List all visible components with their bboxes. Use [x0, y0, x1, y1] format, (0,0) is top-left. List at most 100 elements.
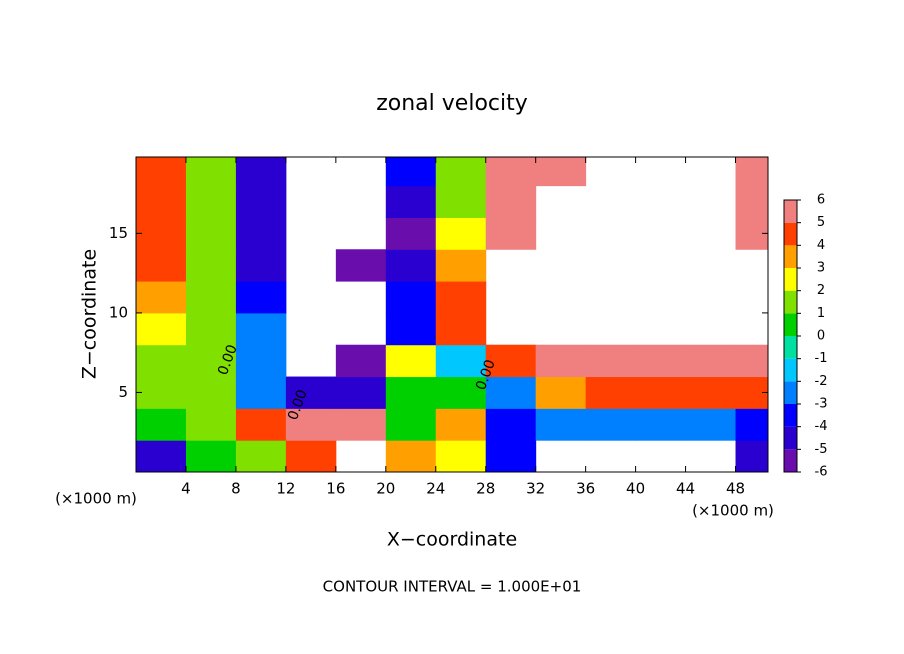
contour-cell — [685, 376, 737, 409]
contour-cell — [185, 217, 237, 250]
x-tick-label: 20 — [376, 480, 395, 498]
contour-cell — [485, 157, 537, 187]
x-tick-label: 40 — [626, 480, 645, 498]
contour-cell — [235, 185, 287, 218]
colorbar-swatch — [784, 245, 797, 268]
x-tick-label: 12 — [276, 480, 295, 498]
contour-cell — [735, 376, 768, 409]
contour-cell — [136, 157, 187, 187]
contour-cell — [235, 157, 287, 187]
contour-cell — [385, 217, 437, 250]
contour-cell — [235, 344, 287, 378]
contour-cell — [285, 376, 337, 409]
contour-cell — [136, 217, 187, 250]
contour-cell — [335, 408, 387, 441]
contour-cell — [435, 312, 487, 346]
contour-cell — [235, 376, 287, 409]
contour-cell — [136, 185, 187, 218]
x-tick-label: 28 — [476, 480, 495, 498]
colorbar-label: -4 — [815, 419, 828, 434]
contour-cell — [185, 157, 237, 187]
contour-cell — [635, 344, 687, 378]
x-tick-label: 4 — [181, 480, 191, 498]
contour-cell — [235, 440, 287, 472]
contour-cell — [385, 376, 437, 409]
contour-cell — [435, 217, 487, 250]
contour-cell — [185, 440, 237, 472]
x-tick-label: 36 — [576, 480, 595, 498]
colorbar-label: 1 — [817, 306, 825, 321]
contour-cell — [285, 440, 337, 472]
contour-cell — [235, 281, 287, 314]
contour-cell — [735, 185, 768, 218]
contour-cell — [136, 249, 187, 282]
footer-note: CONTOUR INTERVAL = 1.000E+01 — [323, 578, 582, 596]
contour-cell — [535, 408, 587, 441]
colorbar-swatch — [784, 358, 797, 382]
colorbar-label: -5 — [815, 442, 828, 457]
contour-cell — [235, 312, 287, 346]
y-tick-label: 5 — [118, 383, 128, 401]
contour-cell — [185, 281, 237, 314]
contour-cell — [385, 157, 437, 187]
contour-cell — [435, 281, 487, 314]
x-tick-label: 32 — [526, 480, 545, 498]
contour-cell — [136, 376, 187, 409]
x-tick-label: 24 — [426, 480, 445, 498]
colorbar-swatch — [784, 404, 797, 427]
colorbar-swatch — [784, 290, 797, 314]
chart-title: zonal velocity — [376, 91, 528, 116]
contour-cell — [385, 408, 437, 441]
contour-cell — [136, 408, 187, 441]
contour-cell — [335, 376, 387, 409]
contour-cell — [136, 312, 187, 346]
contour-cell — [185, 344, 237, 378]
colorbar-swatch — [784, 313, 797, 336]
contour-cell — [185, 249, 237, 282]
colorbar-swatch — [784, 200, 797, 223]
colorbar-label: 3 — [817, 261, 825, 276]
contour-cell — [485, 217, 537, 250]
contour-cell — [235, 217, 287, 250]
colorbar-swatch — [784, 426, 797, 450]
contour-cell — [385, 185, 437, 218]
contour-cell — [585, 376, 637, 409]
plot-frame — [135, 156, 769, 473]
contour-cell — [435, 185, 487, 218]
contour-cell — [235, 249, 287, 282]
contour-cell — [385, 344, 437, 378]
contour-cell — [535, 344, 587, 378]
y-axis-label: Z−coordinate — [79, 249, 101, 379]
colorbar-label: -2 — [815, 374, 828, 389]
contour-cell — [385, 312, 437, 346]
x-axis-label: X−coordinate — [387, 529, 517, 551]
contour-cell — [185, 376, 237, 409]
contour-cell — [435, 249, 487, 282]
contour-cell — [385, 440, 437, 472]
contour-field — [136, 157, 768, 472]
colorbar-swatch — [784, 268, 797, 291]
contour-cell — [485, 376, 537, 409]
y-tick-label: 10 — [109, 303, 128, 321]
contour-cell — [685, 408, 737, 441]
contour-cell — [136, 344, 187, 378]
colorbar-label: 4 — [817, 238, 825, 253]
contour-cell — [535, 157, 587, 187]
colorbar-swatch — [784, 222, 797, 246]
contour-cell — [535, 376, 587, 409]
contour-cell — [735, 217, 768, 250]
contour-cell — [735, 344, 768, 378]
contour-cell — [585, 408, 637, 441]
x-tick-label: 44 — [676, 480, 695, 498]
x-unit-label: (×1000 m) — [692, 502, 774, 520]
contour-cell — [735, 157, 768, 187]
contour-cell — [385, 249, 437, 282]
contour-cell — [235, 408, 287, 441]
contour-cell — [435, 376, 487, 409]
colorbar-label: -1 — [815, 351, 828, 366]
contour-cell — [385, 281, 437, 314]
contour-cell — [435, 408, 487, 441]
contour-cell — [485, 440, 537, 472]
x-tick-label: 48 — [726, 480, 745, 498]
